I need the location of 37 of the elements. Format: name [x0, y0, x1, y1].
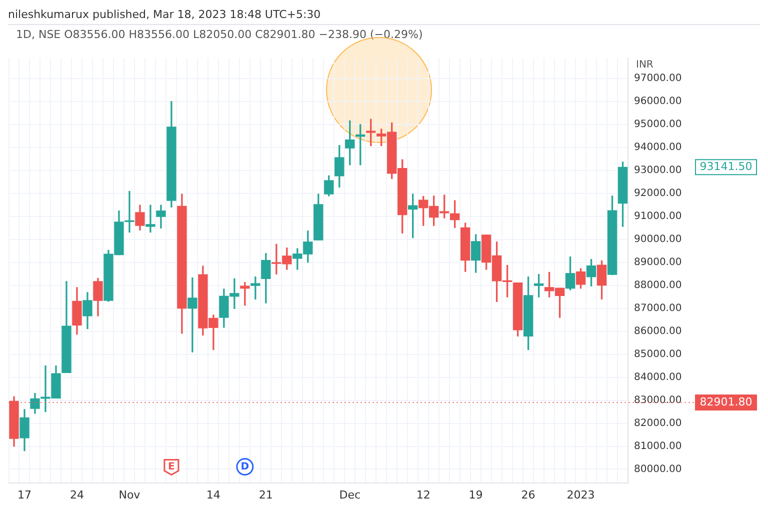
y-tick-label: 89000.00 [634, 256, 682, 268]
y-tick-label: 88000.00 [634, 280, 682, 291]
y-tick-label: 85000.00 [634, 348, 682, 360]
y-axis-title: INR [636, 60, 654, 71]
y-tick-label: 83000.00 [634, 394, 682, 406]
y-tick-label: 82000.00 [634, 418, 682, 429]
x-tick-label: 12 [416, 488, 430, 502]
y-tick-label: 95000.00 [634, 119, 682, 130]
y-tick-label: 86000.00 [634, 326, 682, 337]
y-tick-label: 93000.00 [634, 165, 682, 176]
y-tick-label: 91000.00 [634, 210, 682, 222]
x-tick-label: 2023 [566, 488, 595, 502]
candlestick [188, 277, 198, 352]
candlestick [146, 204, 156, 233]
x-tick-label: Dec [339, 488, 361, 502]
x-tick-label: 24 [70, 488, 84, 502]
chart-subtitle: nileshkumarux published, Mar 18, 2023 18:48 UTC+5:30 [8, 8, 322, 23]
x-tick-label: Nov [118, 488, 141, 502]
text: 93141.50 [700, 160, 752, 174]
y-tick-label: 87000.00 [634, 302, 682, 314]
y-tick-label: 84000.00 [634, 372, 682, 383]
ref-line-label: 82901.80 [700, 395, 752, 408]
chart-title: 1D, NSE O83556.00 H83556.00 L82050.00 C82901.80 −238.90 (−0.29%) [8, 24, 760, 46]
x-tick-label: 17 [17, 488, 32, 502]
y-tick-label: 90000.00 [634, 234, 682, 245]
annotation: E [168, 461, 176, 472]
y-tick-label: 96000.00 [634, 96, 682, 108]
y-tick-label: 80000.00 [634, 464, 682, 475]
x-tick-label: 14 [206, 488, 220, 502]
x-tick-label: 26 [521, 488, 536, 502]
x-tick-label: 19 [468, 488, 483, 502]
y-tick-label: 81000.00 [634, 440, 682, 452]
y-tick-label: 94000.00 [634, 142, 682, 154]
y-tick-label: 97000.00 [634, 73, 682, 84]
y-tick-label: 92000.00 [634, 188, 682, 199]
x-tick-label: 21 [258, 488, 273, 502]
annotation: D [240, 461, 250, 472]
